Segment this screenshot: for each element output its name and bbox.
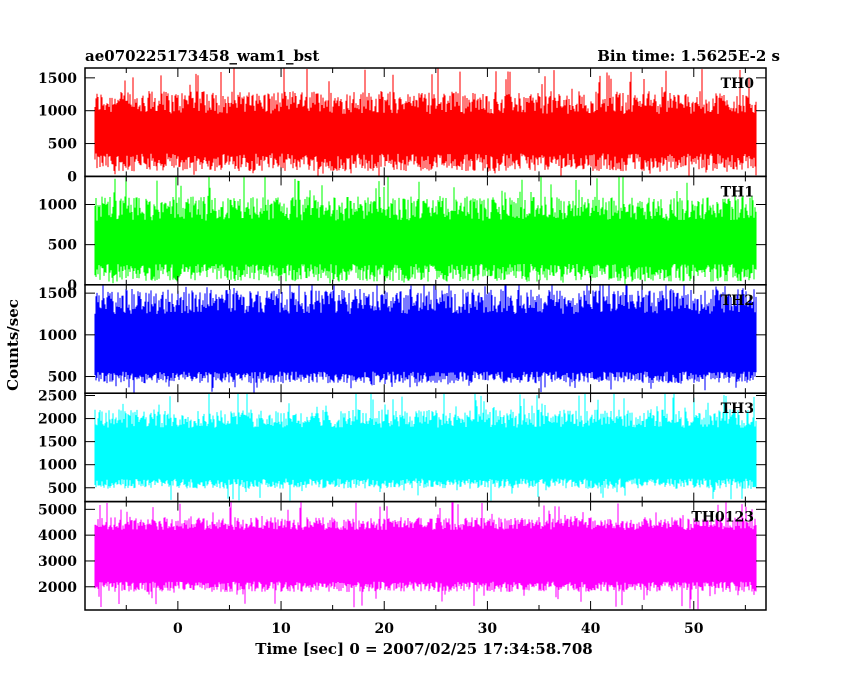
panel-label-th3: TH3: [721, 401, 754, 417]
panel-th0: 0 500 1000 1500 TH0: [38, 67, 767, 185]
x-tick-label: 30: [478, 621, 498, 637]
panel-label-th2: TH2: [721, 293, 754, 309]
y-tick-label: 3000: [38, 554, 77, 570]
x-axis-label: Time [sec] 0 = 2007/02/25 17:34:58.708: [255, 640, 592, 658]
y-tick-label: 1500: [38, 71, 77, 87]
y-tick-label: 500: [48, 137, 77, 153]
panel-label-th0123: TH0123: [691, 510, 754, 526]
panel-label-th1: TH1: [721, 184, 754, 200]
x-tick-label: 50: [684, 621, 704, 637]
y-tick-label: 0: [67, 169, 77, 185]
y-axis-label: Counts/sec: [4, 299, 22, 391]
panel-th0123: 2000 3000 4000 5000 TH0123: [38, 500, 767, 611]
series-th0: [94, 68, 757, 177]
x-tick-label: 20: [374, 621, 394, 637]
panel-th3: 500 1000 1500 2000 2500 TH3: [38, 389, 767, 503]
panel-frame: [84, 500, 767, 611]
y-tick-label: 500: [48, 238, 77, 254]
y-tick-label: 2000: [38, 412, 77, 428]
series-th1: [94, 176, 757, 284]
x-tick-label: 0: [173, 621, 183, 637]
bin-time-label: Bin time: 1.5625E-2 s: [597, 47, 780, 65]
y-tick-label: 1500: [38, 435, 77, 451]
chart-title: ae070225173458_wam1_bst: [85, 47, 319, 65]
panel-label-th0: TH0: [721, 76, 755, 92]
x-tick-label: 10: [271, 621, 291, 637]
y-tick-label: 4000: [38, 528, 77, 544]
y-tick-label: 1000: [38, 458, 77, 474]
panel-th1: 0 500 1000 TH1: [38, 175, 767, 294]
series-th2: [94, 284, 757, 394]
panel-th2: 500 1000 1500 TH2: [38, 284, 767, 394]
y-tick-label: 1000: [38, 104, 77, 120]
y-tick-label: 500: [48, 370, 77, 386]
y-tick-label: 1000: [38, 328, 77, 344]
x-tick-label: 40: [581, 621, 601, 637]
y-tick-label: 2000: [38, 580, 77, 596]
y-tick-label: 1500: [38, 286, 77, 302]
panels-group: 0 500 1000 1500 TH0 0 500 1000 TH1 500 1000 1500 TH2…: [38, 67, 767, 611]
y-tick-label: 0: [67, 278, 77, 294]
y-tick-label: 5000: [38, 502, 77, 518]
y-tick-label: 500: [48, 481, 77, 497]
y-tick-label: 2500: [38, 389, 77, 405]
x-axis: 0 10 20 30 40 50: [173, 621, 704, 637]
series-th3: [94, 393, 757, 501]
series-th0123: [94, 501, 757, 610]
y-tick-label: 1000: [38, 198, 77, 214]
